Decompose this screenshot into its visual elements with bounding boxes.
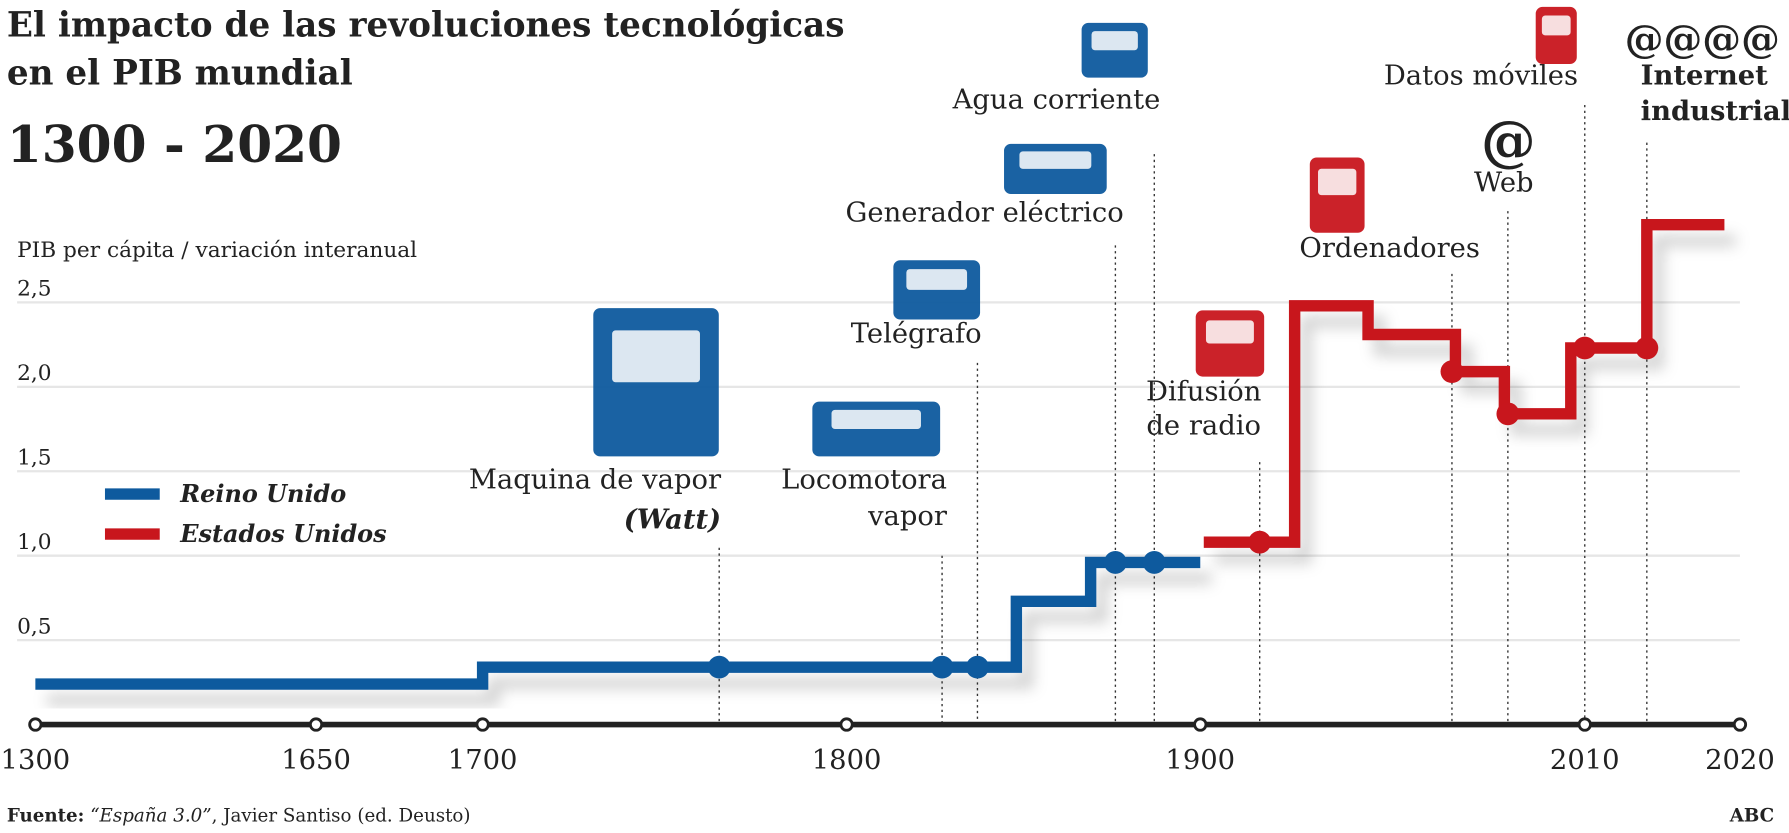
- event-label: Telégrafo: [851, 318, 982, 349]
- chart-subtitle: 1300 - 2020: [7, 115, 342, 174]
- event-icon-detail: [1541, 15, 1571, 36]
- event-icon-detail: [906, 269, 968, 290]
- y-tick-label: 1,5: [17, 445, 51, 470]
- event-dot: [930, 655, 954, 679]
- event-dot: [966, 655, 989, 679]
- event-icon-detail: [1091, 31, 1138, 51]
- credit: ABC: [1729, 806, 1774, 827]
- event-dot: [1248, 530, 1272, 554]
- y-tick-label: 2,0: [17, 361, 51, 386]
- x-tick: [1193, 717, 1208, 732]
- x-tick-label: 2020: [1705, 745, 1775, 776]
- source: Fuente: “España 3.0”, Javier Santiso (ed…: [7, 806, 471, 827]
- legend-label: Reino Unido: [179, 480, 346, 508]
- x-tick: [1577, 717, 1592, 732]
- event-label: Difusión: [1146, 377, 1261, 408]
- event-icon-detail: [612, 330, 700, 383]
- series-line: [1203, 219, 1725, 548]
- event-label: Maquina de vapor: [469, 464, 722, 495]
- event-icon: @@@@: [1625, 18, 1780, 63]
- x-tick: [28, 717, 43, 732]
- x-tick-label: 1650: [281, 745, 351, 776]
- event-icon-detail: [831, 409, 921, 430]
- event-dot: [707, 655, 731, 679]
- event-label: de radio: [1146, 411, 1261, 442]
- source-author: , Javier Santiso (ed. Deusto): [212, 806, 471, 827]
- event-dot: [1496, 402, 1520, 426]
- event-label: (Watt): [624, 503, 721, 535]
- event-dot: [1142, 551, 1166, 574]
- x-tick-label: 1900: [1165, 745, 1235, 776]
- chart-title: en el PIB mundial: [7, 53, 353, 93]
- event-icon-detail: [1019, 151, 1092, 169]
- event-dot: [1103, 551, 1127, 574]
- event-icon-detail: [1318, 168, 1357, 196]
- x-tick-label: 1700: [448, 745, 518, 776]
- event-dot: [1635, 336, 1659, 360]
- source-book: “España 3.0”: [90, 806, 211, 827]
- event-label: Generador eléctrico: [846, 197, 1124, 228]
- x-tick-label: 2010: [1550, 745, 1620, 776]
- source-label: Fuente:: [7, 806, 85, 827]
- events: Maquina de vapor (Watt) Locomotora vapor Tel…: [469, 6, 1789, 725]
- event-label: industrial: [1641, 95, 1789, 127]
- x-tick: [839, 717, 854, 732]
- event-label: vapor: [867, 501, 948, 532]
- event-label: Internet: [1641, 59, 1769, 91]
- x-tick-label: 1300: [1, 745, 71, 776]
- y-tick-label: 1,0: [17, 530, 51, 555]
- y-tick-label: 0,5: [17, 614, 51, 639]
- event-dot: [1573, 336, 1597, 360]
- x-tick: [308, 717, 324, 732]
- chart-title: El impacto de las revoluciones tecnológi…: [7, 6, 845, 46]
- event-label: Datos móviles: [1384, 60, 1578, 91]
- event-dot: [1440, 360, 1464, 384]
- event-label: Agua corriente: [952, 84, 1161, 115]
- y-axis-label: PIB per cápita / variación interanual: [17, 238, 417, 263]
- event-label: Web: [1474, 168, 1534, 199]
- event-label: Locomotora: [781, 464, 947, 495]
- event-icon: @: [1481, 109, 1536, 173]
- x-tick-label: 1800: [812, 745, 882, 776]
- x-tick: [475, 717, 490, 732]
- event-label: Ordenadores: [1299, 233, 1480, 264]
- series-line: [35, 556, 1201, 690]
- legend-label: Estados Unidos: [179, 520, 386, 548]
- event-icon-detail: [1205, 320, 1254, 344]
- x-tick: [1732, 717, 1748, 732]
- y-tick-label: 2,5: [17, 277, 51, 302]
